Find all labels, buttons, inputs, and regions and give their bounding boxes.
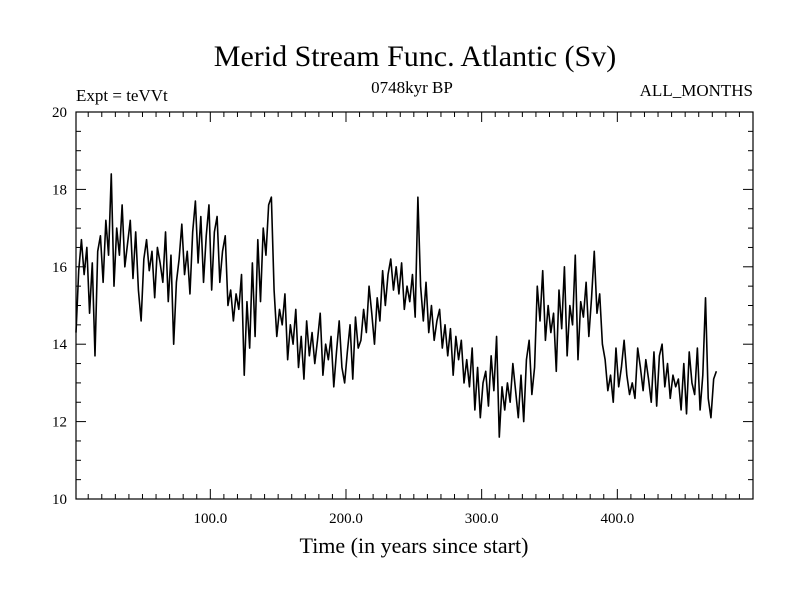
x-axis-label: Time (in years since start) — [300, 533, 529, 558]
experiment-label: Expt = teVVt — [76, 86, 168, 105]
months-label: ALL_MONTHS — [640, 81, 753, 100]
x-tick-label: 300.0 — [465, 511, 499, 527]
chart-title: Merid Stream Func. Atlantic (Sv) — [214, 40, 616, 73]
x-tick-label: 400.0 — [600, 511, 634, 527]
y-tick-label: 12 — [52, 415, 67, 431]
axis-ticks — [76, 112, 753, 499]
y-tick-label: 20 — [52, 105, 67, 121]
period-label: 0748kyr BP — [371, 78, 453, 97]
x-tick-label: 200.0 — [329, 511, 363, 527]
axis-tick-labels: 100.0 200.0 300.0 400.0 10 12 14 16 18 20 — [52, 105, 634, 527]
series-line — [75, 173, 718, 438]
y-tick-label: 16 — [52, 260, 68, 276]
x-tick-label: 100.0 — [193, 511, 227, 527]
y-tick-label: 18 — [52, 182, 67, 198]
y-tick-label: 10 — [52, 492, 67, 508]
y-tick-label: 14 — [52, 337, 68, 353]
